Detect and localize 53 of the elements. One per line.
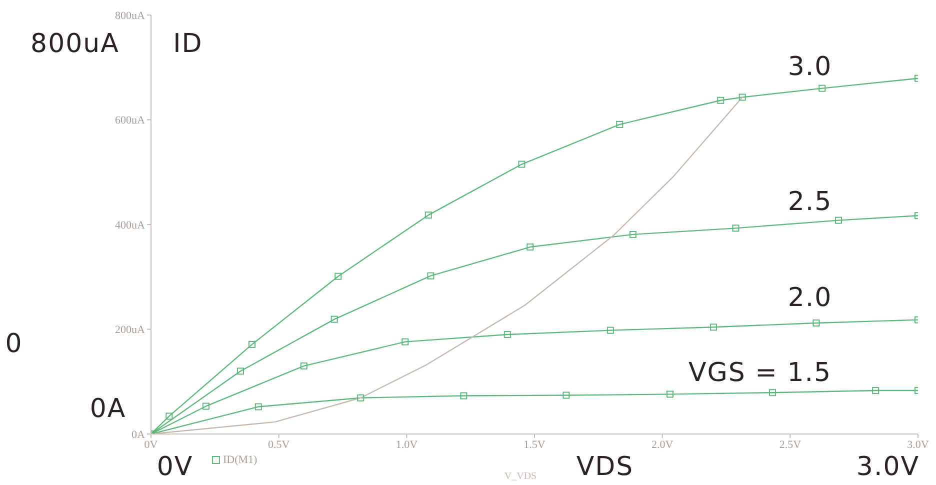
- point: [732, 224, 740, 232]
- point: [254, 403, 262, 410]
- point: [629, 230, 636, 238]
- x-axis-title: V_VDS: [504, 471, 537, 482]
- legend-label: ID(M1): [223, 454, 258, 466]
- point: [616, 120, 624, 128]
- point: [518, 160, 526, 168]
- x-tick-label: 0.5V: [268, 438, 290, 451]
- point: [427, 272, 434, 280]
- point: [717, 96, 724, 104]
- x-tick-label: 2.5V: [779, 438, 802, 451]
- y-tick-label: 0A: [132, 428, 146, 441]
- point: [334, 272, 342, 280]
- point: [357, 394, 364, 402]
- point: [738, 94, 746, 101]
- point: [424, 212, 432, 219]
- point: [300, 362, 308, 370]
- text: 0: [5, 329, 23, 360]
- point: [202, 402, 210, 410]
- point: [402, 338, 409, 346]
- y-tick-label: 400uA: [115, 219, 146, 232]
- x-tick-label: 3.0V: [907, 438, 929, 451]
- point: [834, 216, 842, 224]
- point: [330, 316, 338, 323]
- text: 0A: [90, 394, 126, 424]
- point: [526, 244, 534, 251]
- annotation: VGS = 1.5: [688, 358, 832, 388]
- annotation: ID: [173, 29, 203, 60]
- point: [166, 412, 173, 420]
- point: [606, 326, 614, 334]
- point: [248, 340, 256, 348]
- point: [710, 324, 717, 331]
- x-tick-label: 1.0V: [396, 438, 418, 451]
- point: [666, 390, 674, 398]
- annotation: 2.0: [788, 283, 832, 314]
- point: [236, 368, 244, 375]
- point: [818, 84, 826, 92]
- x-tick-label: 0V: [144, 438, 158, 451]
- text: VDS: [576, 452, 634, 482]
- annotation: 2.5: [788, 187, 832, 218]
- point: [504, 330, 511, 338]
- x-tick-label: 2.0V: [651, 438, 674, 451]
- y-tick-label: 200uA: [115, 324, 146, 336]
- y-tick-label: 600uA: [115, 114, 146, 127]
- x-tick-label: 1.5V: [524, 438, 546, 451]
- point: [769, 389, 776, 396]
- text: 800uA: [30, 29, 120, 60]
- y-tick-label: 800uA: [115, 10, 146, 22]
- point: [562, 392, 570, 399]
- point: [460, 392, 468, 400]
- point: [812, 319, 820, 326]
- point: [872, 387, 880, 394]
- annotation: 3.0: [788, 52, 832, 82]
